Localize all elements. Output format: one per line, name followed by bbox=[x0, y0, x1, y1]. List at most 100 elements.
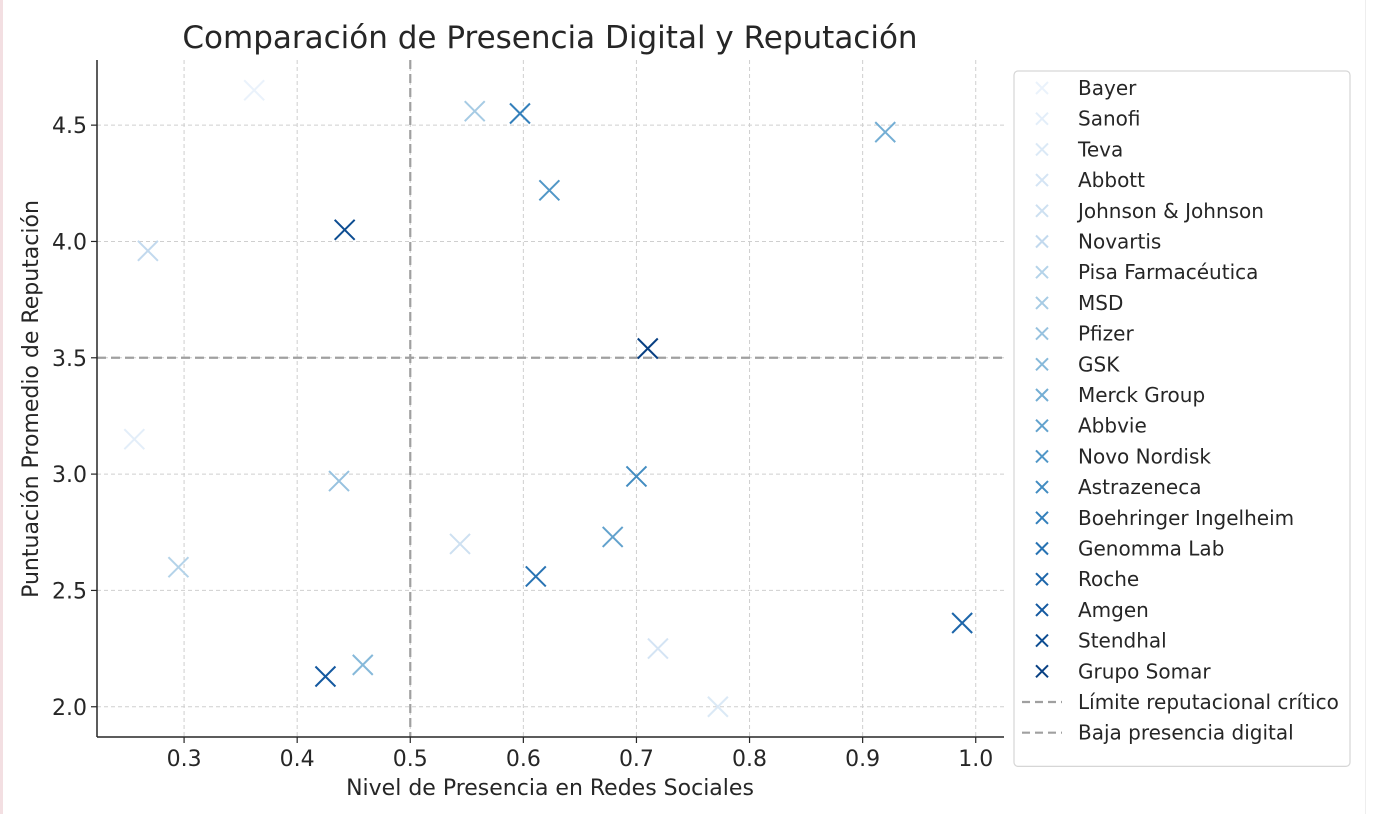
data-point bbox=[625, 465, 648, 488]
legend-marker bbox=[1035, 142, 1049, 157]
x-tick-label: 0.9 bbox=[845, 747, 880, 772]
y-tick-label: 3.5 bbox=[52, 347, 87, 372]
x-marker bbox=[123, 428, 146, 450]
legend-entry: Grupo Somar bbox=[1035, 659, 1211, 683]
legend-entry: Novartis bbox=[1035, 230, 1161, 254]
data-point bbox=[538, 179, 561, 201]
x-tick-label: 0.4 bbox=[280, 747, 315, 772]
x-tick-label: 0.8 bbox=[732, 747, 767, 772]
x-marker bbox=[951, 612, 973, 634]
data-point bbox=[328, 470, 350, 492]
legend-marker bbox=[1035, 418, 1049, 433]
legend-marker bbox=[1035, 664, 1049, 679]
legend-marker bbox=[1035, 265, 1049, 279]
legend-label: Abbvie bbox=[1078, 414, 1147, 438]
legend-marker bbox=[1035, 111, 1049, 126]
legend-marker bbox=[1035, 572, 1049, 586]
reference-lines bbox=[97, 60, 1004, 737]
legend-marker bbox=[1035, 541, 1049, 556]
legend-label: Roche bbox=[1078, 567, 1139, 591]
legend-label: Boehringer Ingelheim bbox=[1078, 506, 1294, 530]
legend-label: Abbott bbox=[1078, 168, 1145, 192]
data-point bbox=[167, 556, 190, 578]
x-marker bbox=[243, 79, 265, 101]
data-point bbox=[637, 337, 659, 360]
legend-marker bbox=[1035, 388, 1049, 402]
legend-entry: Roche bbox=[1035, 567, 1139, 591]
legend-entry: Novo Nordisk bbox=[1035, 444, 1211, 468]
data-point bbox=[123, 428, 146, 450]
legend-marker bbox=[1035, 511, 1049, 525]
legend-marker bbox=[1035, 603, 1049, 617]
x-axis-label: Nivel de Presencia en Redes Sociales bbox=[346, 776, 754, 801]
legend-entry: Johnson & Johnson bbox=[1035, 199, 1264, 223]
data-point bbox=[464, 100, 486, 122]
legend-label: Genomma Lab bbox=[1078, 537, 1224, 561]
legend-box bbox=[1013, 70, 1351, 768]
legend-label: GSK bbox=[1078, 352, 1120, 376]
legend-label: Pfizer bbox=[1078, 322, 1134, 346]
legend-entry: GSK bbox=[1035, 352, 1120, 376]
x-marker bbox=[637, 337, 659, 360]
legend-marker bbox=[1035, 633, 1049, 648]
legend-label: Johnson & Johnson bbox=[1076, 199, 1264, 223]
legend-marker bbox=[1035, 326, 1049, 341]
legend-label: Sanofi bbox=[1078, 107, 1140, 131]
x-tick-label: 0.3 bbox=[167, 747, 202, 772]
x-marker bbox=[352, 654, 374, 676]
y-tick-label: 2.0 bbox=[52, 696, 87, 721]
legend-label: Novartis bbox=[1078, 230, 1161, 254]
legend-entry: Pfizer bbox=[1035, 322, 1134, 346]
x-marker bbox=[874, 121, 896, 143]
data-point bbox=[509, 102, 531, 125]
legend-label: Merck Group bbox=[1078, 383, 1205, 407]
legend: Bayer Sanofi Teva Abbott Johnson & Johnson No… bbox=[1013, 70, 1351, 768]
x-tick-label: 0.7 bbox=[619, 747, 654, 772]
legend-entry: Baja presencia digital bbox=[1022, 721, 1294, 745]
legend-label: Amgen bbox=[1078, 598, 1149, 622]
legend-entry: Amgen bbox=[1035, 598, 1149, 622]
legend-entry: Teva bbox=[1035, 137, 1123, 161]
legend-entry: Merck Group bbox=[1035, 383, 1205, 407]
x-tick-label: 0.5 bbox=[393, 747, 428, 772]
legend-marker bbox=[1035, 204, 1049, 218]
legend-label: Stendhal bbox=[1078, 629, 1167, 653]
legend-label: MSD bbox=[1078, 291, 1123, 315]
x-marker bbox=[137, 240, 159, 262]
legend-marker bbox=[1035, 81, 1049, 95]
axes bbox=[91, 60, 1004, 743]
legend-entry: Genomma Lab bbox=[1035, 537, 1224, 561]
legend-label: Teva bbox=[1077, 137, 1123, 161]
x-marker bbox=[314, 665, 337, 688]
legend-label: Astrazeneca bbox=[1078, 475, 1201, 499]
legend-marker bbox=[1035, 449, 1049, 464]
legend-entry: MSD bbox=[1035, 291, 1123, 315]
data-point bbox=[525, 565, 547, 588]
x-marker bbox=[167, 556, 190, 578]
x-tick-label: 1.0 bbox=[958, 747, 993, 772]
y-tick-label: 2.5 bbox=[52, 579, 87, 604]
legend-label: Pisa Farmacéutica bbox=[1078, 260, 1258, 284]
x-tick-label: 0.6 bbox=[506, 747, 541, 772]
legend-entry: Bayer bbox=[1035, 76, 1137, 100]
legend-marker bbox=[1035, 234, 1049, 249]
x-marker bbox=[449, 533, 471, 555]
legend-label: Grupo Somar bbox=[1078, 659, 1211, 683]
legend-entry: Boehringer Ingelheim bbox=[1035, 506, 1294, 530]
data-point bbox=[243, 79, 265, 101]
data-point bbox=[874, 121, 896, 143]
x-marker bbox=[333, 219, 356, 241]
legend-marker bbox=[1035, 480, 1049, 494]
x-marker bbox=[464, 100, 486, 122]
y-tick-label: 4.0 bbox=[52, 230, 87, 255]
y-tick-label: 3.0 bbox=[52, 463, 87, 488]
data-point bbox=[707, 696, 729, 718]
legend-entry: Límite reputacional crítico bbox=[1022, 690, 1339, 714]
x-marker bbox=[601, 526, 624, 548]
legend-marker bbox=[1035, 357, 1049, 372]
legend-label: Límite reputacional crítico bbox=[1078, 690, 1339, 714]
y-axis-label: Puntuación Promedio de Reputación bbox=[19, 200, 44, 598]
tick-labels: 0.3 0.4 0.5 0.6 0.7 0.8 0.9 1.0 2.0 2.5 3.0 3.5 4.0 4… bbox=[52, 114, 993, 772]
